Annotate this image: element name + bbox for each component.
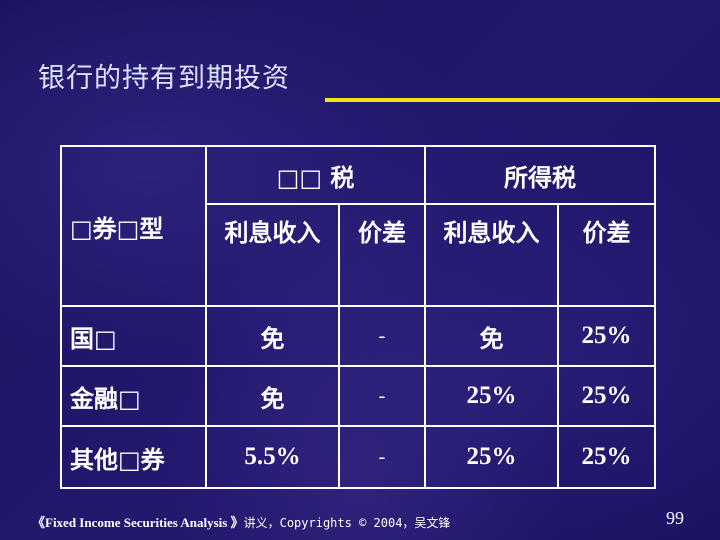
footer-copyright: 讲义，Copyrights © 2004，吴文锋 — [243, 516, 451, 530]
header-bond-type: □券□型 — [60, 145, 207, 307]
title-underline — [325, 98, 720, 102]
subheader-spread: 价差 — [338, 203, 426, 307]
row-label: 其他□券 — [60, 425, 207, 489]
cell: 免 — [205, 305, 340, 367]
table-row: 金融□ 免 - 25% 25% — [60, 365, 656, 427]
footer-book-title: 《Fixed Income Securities Analysis 》 — [32, 515, 244, 530]
slide-title: 银行的持有到期投资 — [38, 63, 290, 94]
footer: 《Fixed Income Securities Analysis 》讲义，Co… — [32, 512, 450, 531]
page-number: 99 — [666, 508, 684, 528]
cell: 25% — [424, 365, 559, 427]
header-group-income-tax: 所得税 — [424, 145, 656, 205]
tax-table: □券□型 □□ 税 所得税 利息收入 价差 利息收入 价差 国□ 免 - 免 2… — [60, 145, 656, 489]
table-row: 国□ 免 - 免 25% — [60, 305, 656, 367]
cell: 5.5% — [205, 425, 340, 489]
cell: - — [338, 425, 426, 489]
cell: 25% — [424, 425, 559, 489]
cell: - — [338, 365, 426, 427]
row-label: 金融□ — [60, 365, 207, 427]
cell: - — [338, 305, 426, 367]
cell: 免 — [205, 365, 340, 427]
row-label: 国□ — [60, 305, 207, 367]
subheader-interest: 利息收入 — [205, 203, 340, 307]
header-group-business-tax: □□ 税 — [205, 145, 426, 205]
cell: 25% — [557, 305, 656, 367]
cell: 免 — [424, 305, 559, 367]
cell: 25% — [557, 365, 656, 427]
subheader-spread: 价差 — [557, 203, 656, 307]
table-row: 其他□券 5.5% - 25% 25% — [60, 425, 656, 489]
subheader-interest: 利息收入 — [424, 203, 559, 307]
cell: 25% — [557, 425, 656, 489]
